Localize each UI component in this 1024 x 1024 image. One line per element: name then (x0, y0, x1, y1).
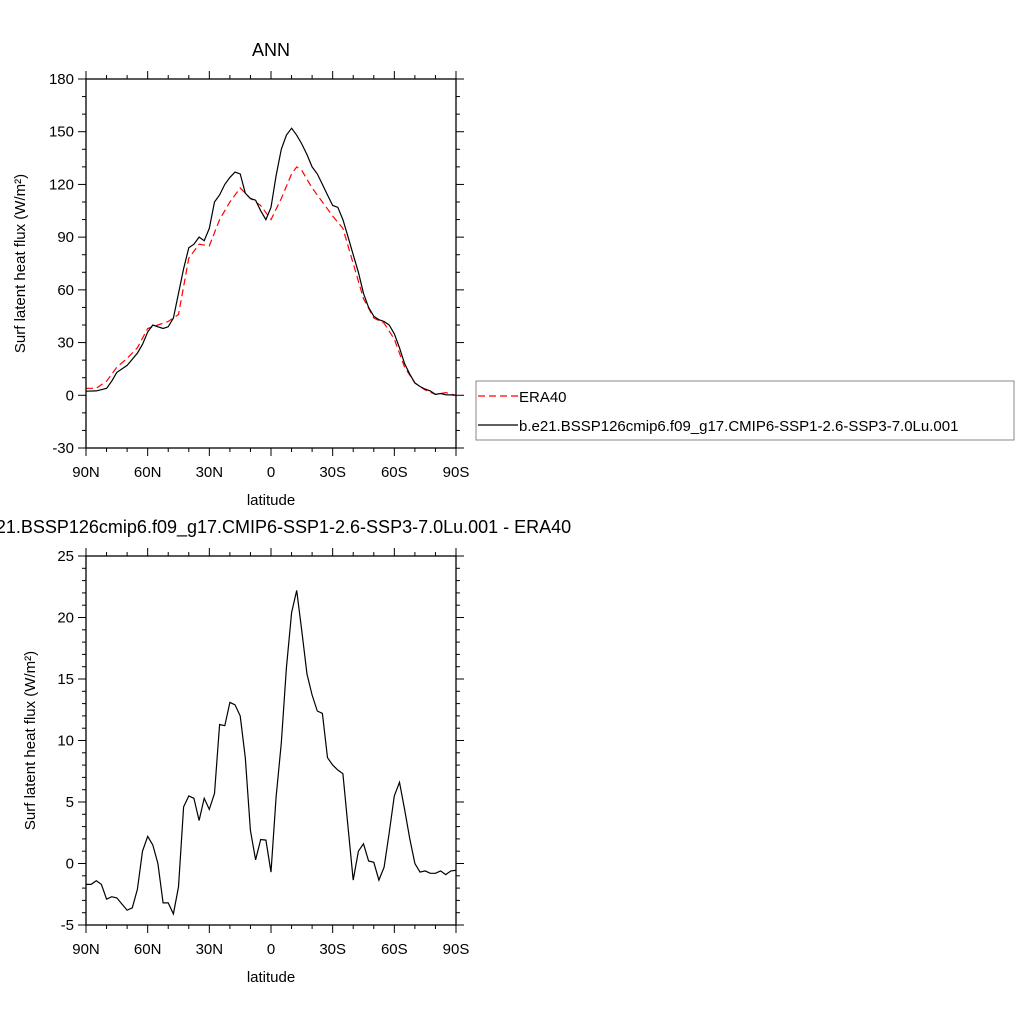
x-tick-label: 90N (72, 941, 100, 958)
y-tick-label: 15 (57, 671, 74, 688)
plot-frame (85, 78, 457, 449)
y-tick-label: 0 (66, 387, 74, 404)
x-tick-label: 90S (443, 941, 470, 958)
panel-2: b.e21.BSSP126cmip6.f09_g17.CMIP6-SSP1-2.… (0, 517, 571, 986)
y-tick-label: 150 (49, 124, 74, 141)
legend-label-2: b.e21.BSSP126cmip6.f09_g17.CMIP6-SSP1-2.… (519, 418, 958, 435)
x-tick-label: 60N (134, 464, 162, 481)
legend-box (475, 380, 1015, 441)
x-tick-label: 60N (134, 941, 162, 958)
x-tick-label: 30N (196, 464, 224, 481)
y-tick-label: 5 (66, 794, 74, 811)
y-tick-label: 30 (57, 335, 74, 352)
chart-title: ANN (252, 40, 290, 60)
y-tick-label: 25 (57, 548, 74, 565)
legend-label-1: ERA40 (519, 389, 567, 406)
x-tick-label: 30S (319, 464, 346, 481)
x-axis-label: latitude (247, 492, 295, 509)
x-tick-label: 30N (196, 941, 224, 958)
x-tick-label: 90S (443, 464, 470, 481)
y-tick-label: 120 (49, 176, 74, 193)
x-tick-label: 0 (267, 464, 275, 481)
y-tick-label: -5 (61, 917, 74, 934)
x-axis-label: latitude (247, 969, 295, 986)
legend: ERA40 b.e21.BSSP126cmip6.f09_g17.CMIP6-SS… (475, 380, 1015, 441)
y-axis-label: Surf latent heat flux (W/m²) (22, 651, 39, 830)
y-tick-label: 90 (57, 229, 74, 246)
series-line-1 (86, 166, 457, 396)
x-tick-label: 60S (381, 464, 408, 481)
y-tick-label: 180 (49, 71, 74, 88)
x-tick-label: 60S (381, 941, 408, 958)
y-tick-label: 10 (57, 733, 74, 750)
x-tick-label: 0 (267, 941, 275, 958)
y-tick-label: 0 (66, 856, 74, 873)
y-tick-label: 20 (57, 610, 74, 627)
x-tick-label: 90N (72, 464, 100, 481)
y-axis-label: Surf latent heat flux (W/m²) (12, 174, 29, 353)
series-line-2 (85, 127, 457, 396)
y-tick-label: -30 (52, 440, 74, 457)
y-tick-label: 60 (57, 282, 74, 299)
x-tick-label: 30S (319, 941, 346, 958)
panel-1: ANN -30 0 30 60 90 120 150 180 90N 60N 30N 0 30S 60S 90… (12, 40, 469, 509)
chart-title: b.e21.BSSP126cmip6.f09_g17.CMIP6-SSP1-2.… (0, 517, 571, 538)
series-line-1 (86, 590, 457, 916)
